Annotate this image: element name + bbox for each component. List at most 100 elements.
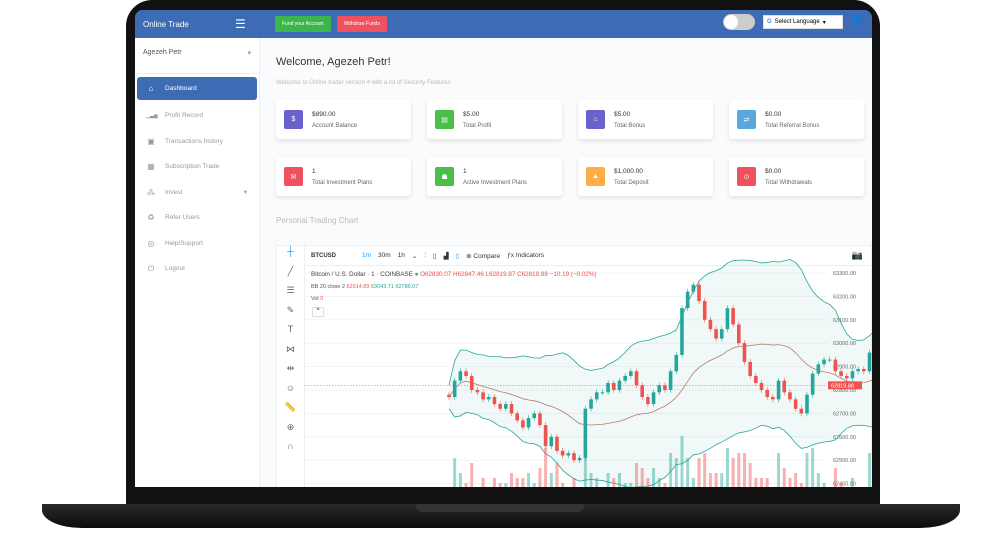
recycle-icon: ♻ (147, 213, 155, 223)
candles-icon[interactable]: ▯ (433, 252, 437, 260)
candle (816, 364, 821, 374)
volume-bar (708, 473, 712, 487)
candle (793, 399, 798, 409)
sidebar-item-subscription-trade[interactable]: ▦ Subscription Trade (137, 154, 257, 180)
candle (754, 375, 758, 383)
volume-bar (623, 483, 627, 487)
symbol[interactable]: BTCUSD (311, 252, 336, 259)
volume-bar (532, 483, 536, 487)
chevron-down-icon: ▾ (247, 50, 251, 57)
brush-icon[interactable]: ✎ (286, 304, 295, 315)
candle (589, 399, 593, 409)
candle (538, 413, 542, 426)
bollinger-lower-line (448, 408, 872, 487)
interval-1h[interactable]: 1h (397, 252, 405, 259)
zoom-icon[interactable]: ⊕ (286, 421, 295, 432)
sidebar-item-invest[interactable]: ⁂ Invest ▾ (137, 180, 257, 206)
heikin-icon[interactable]: ▯ (455, 252, 460, 260)
candle (458, 371, 463, 381)
bb-upper: 63043.71 (370, 284, 394, 290)
volume-bar (867, 453, 871, 487)
power-icon: ⏻ (147, 263, 155, 273)
candle (708, 319, 713, 330)
interval-1m[interactable]: 1m (362, 252, 372, 259)
user-icon[interactable]: 👤 (851, 15, 864, 26)
candle (634, 371, 639, 386)
user-menu[interactable]: Agezeh Petr ▾ (135, 38, 259, 74)
volume-bar (805, 453, 809, 487)
fund-account-button[interactable]: Fund your Account (275, 16, 331, 32)
stat-icon: ⌂ (586, 110, 605, 129)
volume-bar (760, 478, 764, 487)
candle (691, 284, 696, 292)
volume-bar (646, 478, 650, 487)
volume-bar (737, 453, 741, 487)
prediction-icon[interactable]: ⇹ (286, 363, 295, 373)
volume-bar (669, 453, 673, 487)
candlestick-plot[interactable]: 63300.00 63200.00 63100.00 63000.00 62900.00… (277, 246, 872, 487)
candle (759, 382, 764, 390)
menu-icon[interactable]: ☰ (235, 17, 246, 31)
candle (714, 329, 718, 339)
volume-bar (816, 473, 820, 487)
sidebar-item-refer-users[interactable]: ♻ Refer Users (137, 205, 257, 231)
signal-icon: ▁▃▅ (146, 112, 158, 119)
volume-bar (833, 468, 837, 487)
trendline-icon[interactable]: ╱ (287, 265, 294, 276)
sidebar-item-label: Help/Support (165, 239, 203, 247)
language-select[interactable]: G Select Language ▾ (763, 15, 843, 29)
candle (600, 392, 605, 394)
bollinger-upper-line (448, 259, 872, 386)
area-icon[interactable]: ▟ (443, 252, 449, 260)
sidebar-item-logout[interactable]: ⏻ Logout (137, 256, 257, 282)
sidebar-item-label: Refer Users (165, 214, 200, 222)
compare-button[interactable]: ⊕ Compare (466, 252, 501, 260)
sidebar-item-profit-record[interactable]: ▁▃▅ Profit Record (137, 103, 257, 129)
candle (674, 354, 679, 372)
collapse-legend-button[interactable]: ^ (312, 307, 324, 317)
candle (657, 385, 662, 393)
bb-mid: 62914.89 (346, 284, 370, 290)
pattern-icon[interactable]: ⋈ (286, 343, 295, 354)
volume-bar (782, 468, 786, 487)
text-icon[interactable]: T (287, 324, 294, 334)
interval-30m[interactable]: 30m (378, 252, 391, 259)
volume-bar (555, 463, 559, 487)
chevron-down-icon[interactable]: ⌄ (411, 252, 418, 260)
chart-title: Personal Trading Chart (276, 216, 359, 225)
volume-bar (470, 463, 474, 487)
stat-card: ✉ 1 Total Investment Plans (276, 157, 411, 196)
stat-icon: ✉ (284, 167, 303, 186)
sidebar-item-help-support[interactable]: ◎ Help/Support (137, 231, 257, 257)
brand[interactable]: Online Trade (143, 19, 189, 29)
sidebar-item-dashboard[interactable]: ⌂ Dashboard (137, 77, 257, 100)
camera-icon[interactable]: 📷 (851, 250, 863, 260)
volume-bar (640, 468, 644, 487)
screen: Online Trade ☰ Fund your Account Withdra… (135, 10, 872, 487)
fib-icon[interactable]: ☰ (286, 285, 295, 295)
trading-chart[interactable]: ┼ ╱ ☰ ✎ T ⋈ ⇹ ☺ 📏 ⊕ ∩ BTCUSD 1m 30m 1h ⌄… (276, 245, 872, 487)
volume-bar (691, 478, 695, 487)
withdraw-funds-button[interactable]: Withdraw Funds (336, 16, 387, 32)
indicators-label: Indicators (515, 252, 545, 259)
emoji-icon[interactable]: ☺ (285, 382, 296, 393)
price-tick: 63300.00 (833, 271, 856, 277)
ruler-icon[interactable]: 📏 (284, 402, 297, 412)
bars-icon[interactable]: ⫶ (424, 251, 426, 259)
sidebar-item-transactions-history[interactable]: ▣ Transactions history (137, 129, 257, 155)
volume-bar (538, 468, 542, 487)
indicators-button[interactable]: ƒx Indicators (507, 252, 545, 259)
volume-bar (510, 473, 514, 487)
crosshair-icon[interactable]: ┼ (287, 246, 294, 256)
volume-bar (714, 473, 718, 487)
theme-toggle[interactable] (723, 14, 755, 30)
candle (748, 361, 752, 376)
stat-value: $890.00 (312, 110, 336, 118)
vol-label: Vol (311, 296, 319, 302)
stat-icon: ▲ (586, 167, 605, 186)
candle (827, 359, 832, 361)
volume-bar (515, 478, 519, 487)
volume-bar (657, 478, 661, 487)
magnet-icon[interactable]: ∩ (287, 441, 294, 451)
volume-bar (595, 478, 599, 487)
